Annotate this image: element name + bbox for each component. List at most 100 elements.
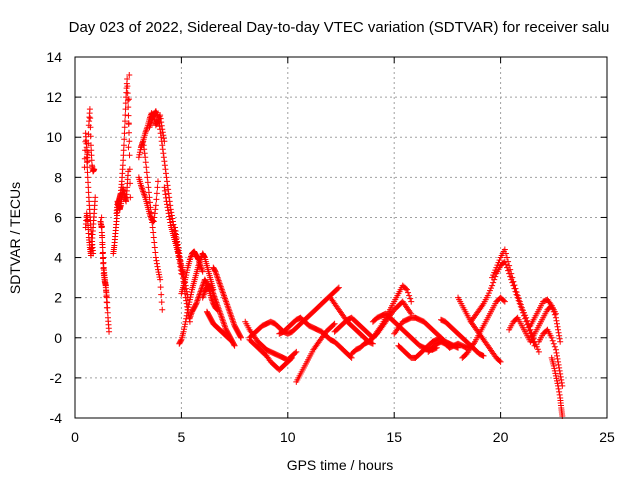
data-point [148,214,155,221]
data-point [516,298,523,305]
data-point [87,133,94,140]
data-point [489,282,496,289]
data-point [495,259,502,266]
data-point [126,138,133,145]
data-point [125,168,132,175]
data-point [211,267,218,274]
data-point [551,365,558,372]
data-point [185,304,192,311]
data-point [127,194,134,201]
data-point [164,201,171,208]
data-point [555,361,562,368]
data-point [184,267,191,274]
y-tick-label: 4 [54,250,62,266]
data-point [92,194,99,201]
data-point [172,227,179,234]
data-point [218,285,225,292]
data-point [186,299,193,306]
data-point [184,309,191,316]
data-point [173,235,180,242]
data-point [99,232,106,239]
data-point [518,304,525,311]
data-point [556,335,563,342]
data-point [85,179,92,186]
data-point [157,130,164,137]
data-point [507,266,514,273]
plot-border [74,56,608,419]
data-point [103,299,110,306]
data-point [408,298,415,305]
data-point [124,90,131,97]
data-point [135,154,142,161]
data-point [480,352,487,359]
data-point [88,152,95,159]
data-point [486,287,493,294]
data-point [164,182,171,189]
data-point [143,169,150,176]
data-point [154,114,161,121]
data-point [152,202,159,209]
data-point [550,308,557,315]
data-point [162,166,169,173]
data-point [161,162,168,169]
data-point [167,219,174,226]
data-point [553,320,560,327]
data-point [139,186,146,193]
data-point [509,274,516,281]
data-point [334,285,341,292]
data-point [524,317,531,324]
data-point [103,288,110,295]
data-point [231,342,238,349]
data-point [165,190,172,197]
data-point [548,334,555,341]
data-point [403,286,410,293]
data-point [558,379,565,386]
data-point [119,162,126,169]
data-point [165,186,172,193]
data-point [165,207,172,214]
data-point [140,142,147,149]
data-point [183,272,190,279]
data-point [517,301,524,308]
data-point [219,288,226,295]
data-point [181,323,188,330]
data-point [187,291,194,298]
data-point [293,348,300,355]
data-point [165,210,172,217]
data-point [521,309,528,316]
data-point [551,311,558,318]
data-point [136,149,143,156]
data-point [144,179,151,186]
data-point [178,264,185,271]
data-point [87,124,94,131]
data-point [120,142,127,149]
data-point [106,328,113,335]
data-point [216,279,223,286]
y-axis-label: SDTVAR / TECUs [7,182,23,294]
data-point [164,178,171,185]
data-point [140,188,147,195]
data-point [557,370,564,377]
data-point [99,250,106,257]
data-point [141,192,148,199]
plot-frame [74,56,608,419]
data-point [556,364,563,371]
data-point [156,120,163,127]
data-point [181,326,188,333]
data-point [554,380,561,387]
data-point [187,294,194,301]
data-point [331,320,338,327]
data-point [217,283,224,290]
y-tick-label: 6 [54,209,62,225]
x-tick-label: 25 [599,429,615,445]
data-point [121,136,128,143]
data-point [159,306,166,313]
data-point [227,310,234,317]
data-point [104,309,111,316]
data-point [405,289,412,296]
data-point [143,127,150,134]
data-point [100,265,107,272]
data-point [218,314,225,321]
data-point [192,301,199,308]
x-axis-label: GPS time / hours [287,457,394,473]
